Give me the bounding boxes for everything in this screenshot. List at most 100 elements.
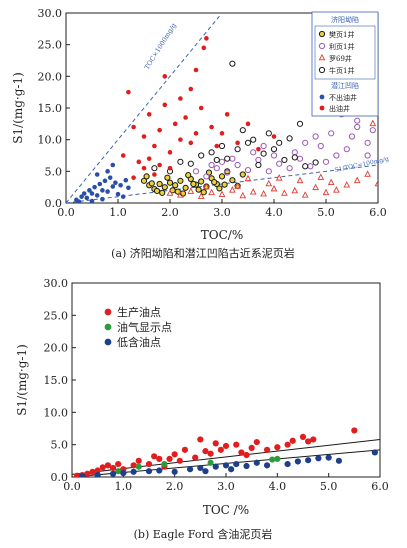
chart-a-legend-label: 樊页1井 bbox=[329, 30, 354, 39]
chart-a-point-2 bbox=[317, 142, 324, 150]
chart-a-point-3 bbox=[343, 181, 351, 188]
chart-a-ticks: 0.0 1.0 2.0 3.0 4.0 5.0 6.0 0.0 5.0 10.0 15.0 20.0 2… bbox=[38, 7, 387, 219]
chart-a-point-4 bbox=[270, 146, 278, 153]
chart-b-xtick-label: 5.0 bbox=[320, 480, 338, 493]
chart-a-point-6 bbox=[224, 112, 230, 117]
chart-b-point-3 bbox=[305, 457, 312, 464]
chart-a-point-6 bbox=[188, 86, 194, 92]
chart-b-legend-label: 油气显示点 bbox=[117, 320, 172, 334]
chart-b-point-2 bbox=[115, 468, 122, 475]
chart-a-point-4 bbox=[260, 150, 267, 157]
chart-a-point-3 bbox=[374, 179, 378, 187]
chart-a-point-5 bbox=[118, 182, 123, 188]
chart-a-point-2 bbox=[302, 139, 309, 146]
chart-a-point-6 bbox=[235, 140, 240, 146]
chart-b-xlabel: TOC /% bbox=[203, 503, 249, 517]
chart-a-legend-label: 利页1井 bbox=[329, 42, 354, 51]
chart-b-point-3 bbox=[145, 468, 153, 475]
chart-b-point-3 bbox=[294, 458, 301, 465]
chart-b-ytick-label: 25.0 bbox=[44, 309, 69, 322]
chart-a-point-1 bbox=[172, 182, 179, 189]
chart-a-point-4 bbox=[302, 163, 309, 170]
chart-a-legend-group-2-title: 潜江凹陷 bbox=[331, 81, 359, 90]
chart-a-point-5 bbox=[110, 184, 116, 189]
chart-a-point-3 bbox=[234, 182, 241, 189]
chart-a-point-3 bbox=[353, 176, 361, 184]
chart-a-ylabel: S1/(mg·g-1) bbox=[11, 72, 25, 144]
chart-b-xtick-label: 1.0 bbox=[115, 480, 133, 493]
chart-a-point-1 bbox=[143, 173, 150, 180]
chart-b-ticks: 0.0 1.0 2.0 3.0 4.0 5.0 6.0 0.0 5.0 10.0 15.0 20.0 2… bbox=[44, 277, 389, 493]
chart-b-point-3 bbox=[79, 473, 86, 477]
chart-a-point-5 bbox=[115, 191, 121, 197]
chart-a-caption: (a) 济阳坳陷和潜江凹陷古近系泥页岩 bbox=[111, 246, 295, 260]
chart-b-legend-marker bbox=[104, 308, 112, 316]
chart-b-point-1 bbox=[284, 441, 291, 448]
chart-a-point-3 bbox=[218, 190, 226, 198]
chart-a-point-6 bbox=[172, 121, 178, 127]
chart-a-point-5 bbox=[126, 185, 131, 191]
chart-a-point-1 bbox=[156, 180, 163, 188]
chart-a-point-6 bbox=[162, 102, 168, 108]
chart-a-legend-marker bbox=[318, 30, 326, 38]
chart-a-point-1 bbox=[153, 187, 161, 195]
chart-a-point-6 bbox=[120, 153, 126, 158]
chart-a-point-4 bbox=[224, 155, 231, 162]
chart-a-point-3 bbox=[177, 191, 184, 198]
chart-a-point-3 bbox=[296, 176, 304, 184]
chart-a-point-1 bbox=[195, 186, 202, 193]
chart-b-point-3 bbox=[284, 460, 291, 468]
chart-a-point-2 bbox=[286, 165, 293, 172]
chart-a-point-4 bbox=[265, 130, 272, 137]
chart-a-point-1 bbox=[190, 180, 197, 188]
chart-b-point-3 bbox=[371, 449, 378, 456]
chart-a-point-6 bbox=[146, 112, 152, 117]
chart-b-point-1 bbox=[171, 451, 178, 458]
chart-b-point-2 bbox=[269, 456, 276, 463]
chart-a-point-3 bbox=[369, 119, 377, 127]
chart-a-point-5 bbox=[110, 162, 116, 168]
chart-a-point-3 bbox=[239, 191, 247, 199]
chart-a-point-5 bbox=[79, 194, 84, 199]
chart-a-point-5 bbox=[113, 180, 118, 186]
chart-a-point-6 bbox=[178, 96, 183, 101]
chart-a-point-1 bbox=[177, 177, 184, 184]
chart-a-point-1 bbox=[166, 179, 174, 186]
chart-b-point-1 bbox=[166, 455, 173, 462]
chart-b-point-3 bbox=[315, 455, 322, 462]
chart-a-point-6 bbox=[131, 124, 136, 130]
chart-b-point-2 bbox=[161, 460, 168, 468]
chart-a-point-6 bbox=[183, 115, 188, 120]
chart-a-point-2 bbox=[208, 161, 215, 169]
chart-a-point-5 bbox=[102, 178, 108, 184]
chart-a-point-6 bbox=[198, 105, 204, 111]
chart-b-point-1 bbox=[310, 436, 317, 443]
chart-a-legend-label: 罗69井 bbox=[329, 54, 352, 63]
chart-a-point-2 bbox=[270, 152, 278, 159]
chart-a-xtick-label: 2.0 bbox=[161, 206, 179, 219]
chart-b-point-1 bbox=[207, 450, 214, 457]
chart-b-xtick-label: 0.0 bbox=[63, 480, 81, 493]
chart-a-point-4 bbox=[198, 152, 205, 159]
chart-b-point-3 bbox=[233, 460, 240, 468]
chart-a-point-5 bbox=[87, 188, 92, 193]
chart-a-point-2 bbox=[364, 152, 371, 159]
chart-a-point-5 bbox=[100, 188, 105, 193]
chart-b-point-1 bbox=[84, 470, 91, 477]
chart-a-point-2 bbox=[312, 133, 319, 140]
chart-a-point-6 bbox=[219, 131, 225, 136]
chart-b-ytick-label: 20.0 bbox=[44, 342, 69, 355]
chart-a-point-3 bbox=[187, 187, 195, 194]
chart-a-point-5 bbox=[105, 169, 110, 174]
chart-a-ytick-label: 20.0 bbox=[38, 70, 63, 83]
chart-a-point-6 bbox=[214, 143, 220, 149]
chart-a-point-2 bbox=[343, 146, 350, 153]
chart-a-point-2 bbox=[213, 165, 220, 172]
chart-a-point-6 bbox=[271, 134, 277, 139]
chart-a-xtick-label: 4.0 bbox=[265, 206, 283, 219]
chart-b-point-3 bbox=[197, 464, 204, 472]
